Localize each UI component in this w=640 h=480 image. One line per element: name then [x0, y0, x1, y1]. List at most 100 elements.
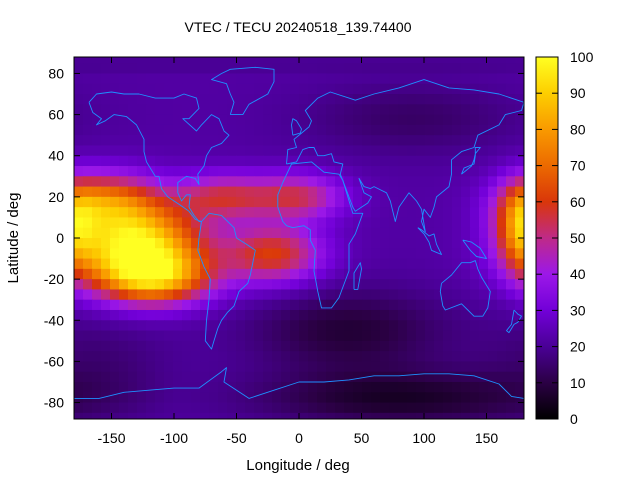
- heatmap-cell: [272, 402, 282, 414]
- heatmap-cell: [83, 289, 93, 301]
- heatmap-cell: [236, 73, 246, 85]
- heatmap-cell: [92, 248, 102, 260]
- heatmap-cell: [317, 57, 327, 64]
- heatmap-cell: [119, 309, 129, 321]
- heatmap-cell: [470, 320, 480, 332]
- heatmap-cell: [452, 145, 462, 157]
- heatmap-cell: [173, 57, 183, 64]
- heatmap-cell: [344, 73, 354, 85]
- heatmap-cell: [92, 176, 102, 188]
- heatmap-cell: [272, 361, 282, 373]
- heatmap-cell: [335, 217, 345, 229]
- heatmap-cell: [425, 176, 435, 188]
- heatmap-cell: [497, 83, 507, 95]
- heatmap-cell: [200, 73, 210, 85]
- heatmap-cell: [218, 186, 228, 198]
- heatmap-cell: [299, 186, 309, 198]
- heatmap-cell: [128, 155, 138, 167]
- heatmap-cell: [263, 330, 273, 342]
- heatmap-cell: [290, 207, 300, 219]
- coastline-indonesia: [417, 227, 442, 255]
- heatmap-cell: [434, 309, 444, 321]
- heatmap-cell: [488, 412, 498, 419]
- heatmap-cell: [326, 155, 336, 167]
- heatmap-cell: [92, 227, 102, 239]
- heatmap-cell: [110, 268, 120, 280]
- heatmap-cell: [470, 83, 480, 95]
- heatmap-cell: [218, 114, 228, 126]
- heatmap-cell: [434, 279, 444, 291]
- heatmap-cell: [227, 299, 237, 311]
- heatmap-cell: [74, 63, 84, 75]
- heatmap-cell: [182, 402, 192, 414]
- heatmap-cell: [353, 73, 363, 85]
- heatmap-cell: [488, 361, 498, 373]
- heatmap-cell: [263, 155, 273, 167]
- heatmap-cell: [353, 145, 363, 157]
- heatmap-cell: [299, 340, 309, 352]
- heatmap-cell: [119, 145, 129, 157]
- heatmap-cell: [479, 83, 489, 95]
- heatmap-cell: [371, 207, 381, 219]
- heatmap-cell: [263, 217, 273, 229]
- heatmap-cell: [515, 340, 524, 352]
- heatmap-cell: [209, 381, 219, 393]
- heatmap-cell: [497, 57, 507, 64]
- heatmap-cell: [479, 299, 489, 311]
- heatmap-cell: [488, 371, 498, 383]
- heatmap-cell: [236, 207, 246, 219]
- heatmap-cell: [146, 114, 156, 126]
- heatmap-cell: [200, 186, 210, 198]
- heatmap-cell: [362, 124, 372, 136]
- heatmap-cell: [218, 351, 228, 363]
- heatmap-cell: [443, 186, 453, 198]
- heatmap-cell: [416, 351, 426, 363]
- heatmap-cell: [128, 63, 138, 75]
- heatmap-cell: [236, 361, 246, 373]
- heatmap-cell: [344, 83, 354, 95]
- heatmap-cell: [74, 412, 84, 419]
- heatmap-cell: [362, 238, 372, 249]
- heatmap-cell: [344, 166, 354, 177]
- heatmap-cell: [515, 94, 524, 105]
- heatmap-cell: [92, 320, 102, 332]
- heatmap-cell: [488, 238, 498, 249]
- heatmap-cell: [398, 124, 408, 136]
- heatmap-cell: [461, 176, 471, 188]
- heatmap-cell: [524, 176, 534, 187]
- heatmap-cell: [335, 279, 345, 291]
- heatmap-cell: [128, 402, 138, 414]
- heatmap-cell: [461, 155, 471, 167]
- heatmap-cell: [425, 63, 435, 75]
- heatmap-cell: [83, 57, 93, 64]
- heatmap-cell: [272, 166, 282, 177]
- heatmap-cell: [389, 340, 399, 352]
- y-tick-label: -20: [44, 271, 64, 287]
- heatmap-cell: [128, 104, 138, 116]
- heatmap-cell: [389, 381, 399, 393]
- heatmap-cell: [317, 412, 327, 419]
- heatmap-cell: [353, 238, 363, 249]
- heatmap-cell: [281, 186, 291, 198]
- heatmap-cell: [119, 371, 129, 383]
- heatmap-cell: [335, 340, 345, 352]
- heatmap-cell: [425, 248, 435, 260]
- heatmap-cell: [146, 320, 156, 332]
- heatmap-cell: [371, 186, 381, 198]
- heatmap-cell: [380, 258, 390, 270]
- colorbar-tick-label: 90: [570, 85, 586, 101]
- heatmap-cell: [407, 381, 417, 393]
- heatmap-cell: [479, 238, 489, 249]
- heatmap-cell: [317, 299, 327, 311]
- heatmap-cell: [479, 279, 489, 291]
- heatmap-cell: [254, 381, 264, 393]
- heatmap-cell: [515, 361, 524, 373]
- heatmap-cell: [200, 340, 210, 352]
- heatmap-cell: [452, 135, 462, 147]
- heatmap-cell: [335, 196, 345, 208]
- heatmap-cell: [380, 73, 390, 85]
- heatmap-cell: [335, 268, 345, 280]
- heatmap-cell: [443, 73, 453, 85]
- heatmap-cell: [110, 83, 120, 95]
- heatmap-cell: [155, 145, 165, 157]
